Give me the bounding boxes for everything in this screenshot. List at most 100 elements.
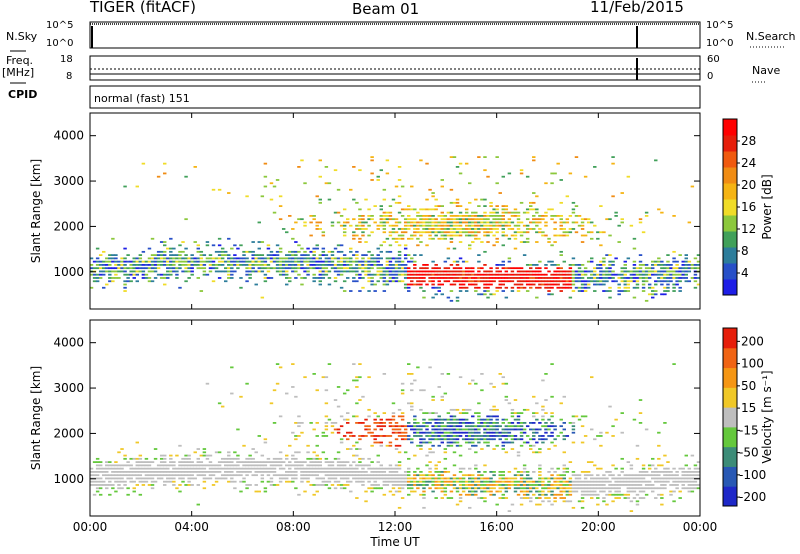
heatmap-cell xyxy=(516,224,521,227)
heatmap-cell xyxy=(522,280,527,283)
heatmap-cell xyxy=(452,487,457,490)
heatmap-cell xyxy=(516,211,521,214)
heatmap-cell xyxy=(471,234,475,237)
heatmap-cell xyxy=(114,257,118,260)
heatmap-cell xyxy=(678,270,682,273)
heatmap-cell xyxy=(471,490,475,493)
heatmap-cell xyxy=(419,273,423,276)
heatmap-cell xyxy=(654,159,658,162)
heatmap-cell xyxy=(373,477,377,480)
heatmap-cell xyxy=(541,487,545,490)
heatmap-cell xyxy=(355,376,359,379)
heatmap-cell xyxy=(651,296,655,299)
heatmap-cell xyxy=(516,283,521,286)
heatmap-cell xyxy=(190,461,194,463)
heatmap-cell xyxy=(239,490,243,493)
heatmap-cell xyxy=(260,480,265,483)
heatmap-cell xyxy=(437,228,441,230)
heatmap-cell xyxy=(208,471,213,473)
heatmap-cell xyxy=(385,273,390,276)
heatmap-cell xyxy=(486,241,490,243)
heatmap-cell xyxy=(623,484,627,486)
heatmap-cell xyxy=(208,264,213,266)
heatmap-cell xyxy=(245,487,249,490)
heatmap-cell xyxy=(672,270,676,273)
heatmap-cell xyxy=(477,497,481,499)
heatmap-cell xyxy=(556,273,560,276)
heatmap-cell xyxy=(358,422,362,424)
heatmap-cell xyxy=(593,283,597,286)
heatmap-cell xyxy=(297,415,301,418)
heatmap-cell xyxy=(373,221,377,224)
heatmap-cell xyxy=(586,490,591,493)
heatmap-cell xyxy=(477,293,481,296)
heatmap-cell xyxy=(95,467,100,470)
heatmap-cell xyxy=(413,254,417,256)
heatmap-cell xyxy=(336,244,341,247)
heatmap-cell xyxy=(477,435,481,437)
heatmap-cell xyxy=(492,293,496,296)
heatmap-cell xyxy=(422,277,426,279)
heatmap-cell xyxy=(464,277,469,279)
heatmap-cell xyxy=(529,228,533,230)
heatmap-cell xyxy=(477,270,481,273)
heatmap-cell xyxy=(98,260,103,263)
heatmap-cell xyxy=(464,162,469,165)
heatmap-cell xyxy=(303,257,307,260)
heatmap-cell xyxy=(166,277,170,279)
heatmap-cell xyxy=(599,283,603,286)
heatmap-cell xyxy=(266,270,271,273)
heatmap-cell xyxy=(437,386,441,388)
heatmap-cell xyxy=(166,474,170,477)
heatmap-cell xyxy=(696,474,701,477)
heatmap-cell xyxy=(660,471,664,473)
heatmap-cell xyxy=(568,231,573,234)
heatmap-cell xyxy=(196,484,200,486)
heatmap-cell xyxy=(263,280,268,283)
heatmap-cell xyxy=(364,490,368,493)
heatmap-cell xyxy=(507,435,512,437)
heatmap-cell xyxy=(346,422,350,424)
heatmap-cell xyxy=(654,471,658,473)
heatmap-cell xyxy=(373,428,377,431)
heatmap-cell xyxy=(361,395,365,398)
heatmap-cell xyxy=(596,474,600,477)
heatmap-cell xyxy=(550,422,554,424)
heatmap-cell xyxy=(623,286,627,289)
heatmap-cell xyxy=(437,422,441,424)
heatmap-cell xyxy=(464,273,469,276)
heatmap-cell xyxy=(245,467,249,470)
heatmap-cell xyxy=(123,484,127,486)
heatmap-cell xyxy=(635,267,640,270)
heatmap-cell xyxy=(135,474,139,477)
heatmap-cell xyxy=(586,493,591,496)
heatmap-cell xyxy=(571,270,576,273)
heatmap-cell xyxy=(263,260,268,263)
heatmap-cell xyxy=(379,464,383,467)
heatmap-cell xyxy=(321,234,326,237)
heatmap-cell xyxy=(400,412,405,414)
heatmap-cell xyxy=(217,244,222,247)
heatmap-cell xyxy=(385,474,390,477)
heatmap-cell xyxy=(547,484,551,486)
heatmap-cell xyxy=(403,273,408,276)
heatmap-cell xyxy=(339,215,344,217)
heatmap-cell xyxy=(227,257,231,260)
heatmap-cell xyxy=(370,283,374,286)
heatmap-cell xyxy=(602,264,606,266)
heatmap-cell xyxy=(629,280,634,283)
heatmap-cell xyxy=(495,408,499,411)
heatmap-cell xyxy=(666,270,670,273)
heatmap-cell xyxy=(446,224,451,227)
heatmap-cell xyxy=(208,254,213,256)
heatmap-cell xyxy=(400,228,405,230)
heatmap-cell xyxy=(330,471,335,473)
heatmap-cell xyxy=(181,241,185,243)
heatmap-cell xyxy=(571,264,576,266)
heatmap-cell xyxy=(541,277,545,279)
heatmap-cell xyxy=(92,474,97,477)
heatmap-cell xyxy=(464,234,469,237)
heatmap-cell xyxy=(550,474,554,477)
heatmap-cell xyxy=(632,490,637,493)
heatmap-cell xyxy=(422,490,426,493)
